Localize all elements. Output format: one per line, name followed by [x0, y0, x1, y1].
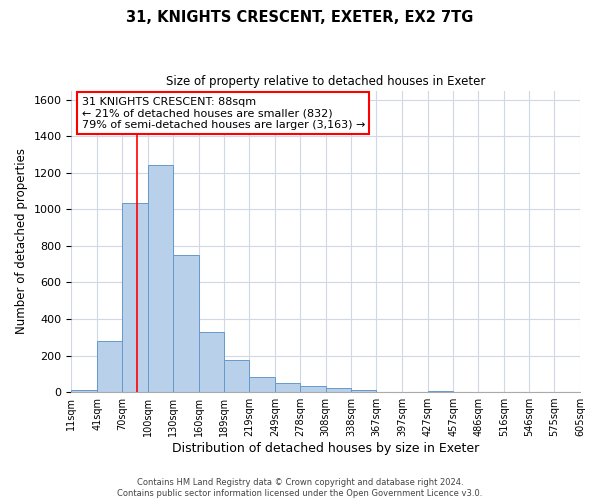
Bar: [300, 386, 326, 392]
Bar: [71, 390, 97, 392]
Bar: [326, 388, 352, 392]
X-axis label: Distribution of detached houses by size in Exeter: Distribution of detached houses by size …: [172, 442, 479, 455]
Bar: [275, 383, 300, 392]
Bar: [199, 332, 224, 392]
Bar: [97, 341, 122, 392]
Y-axis label: Number of detached properties: Number of detached properties: [15, 148, 28, 334]
Bar: [122, 203, 148, 392]
Bar: [250, 378, 275, 392]
Bar: [428, 391, 453, 392]
Bar: [173, 255, 199, 392]
Text: 31, KNIGHTS CRESCENT, EXETER, EX2 7TG: 31, KNIGHTS CRESCENT, EXETER, EX2 7TG: [127, 10, 473, 25]
Bar: [224, 360, 250, 392]
Bar: [148, 166, 173, 392]
Bar: [352, 390, 376, 392]
Text: Contains HM Land Registry data © Crown copyright and database right 2024.
Contai: Contains HM Land Registry data © Crown c…: [118, 478, 482, 498]
Text: 31 KNIGHTS CRESCENT: 88sqm
← 21% of detached houses are smaller (832)
79% of sem: 31 KNIGHTS CRESCENT: 88sqm ← 21% of deta…: [82, 96, 365, 130]
Title: Size of property relative to detached houses in Exeter: Size of property relative to detached ho…: [166, 75, 485, 88]
